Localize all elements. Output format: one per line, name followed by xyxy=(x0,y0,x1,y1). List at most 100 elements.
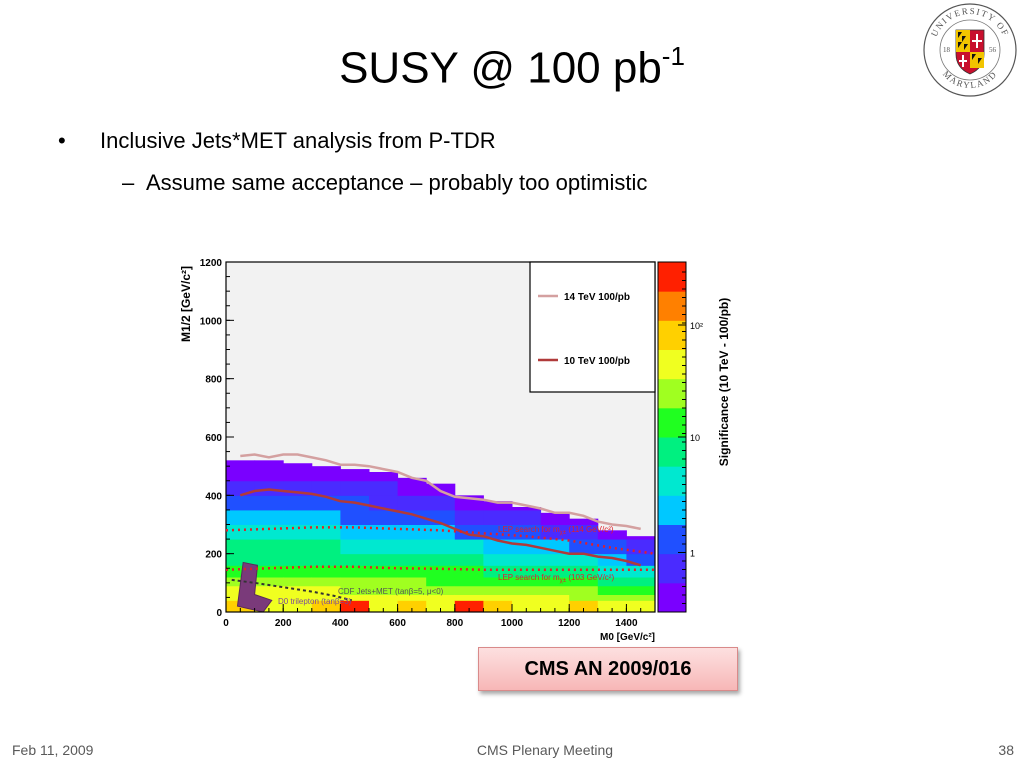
heatmap-cell xyxy=(626,585,656,595)
footer-page-number: 38 xyxy=(998,742,1014,758)
heatmap-cell xyxy=(512,577,542,587)
heatmap-cell xyxy=(426,539,456,555)
heatmap-cell xyxy=(283,539,313,555)
x-axis-label: M0 [GeV/c²] xyxy=(600,632,655,643)
heatmap-cell xyxy=(254,509,284,525)
heatmap-cell xyxy=(397,585,427,595)
x-tick-label: 1400 xyxy=(615,618,638,629)
heatmap-cell xyxy=(311,509,341,525)
heatmap-cell xyxy=(626,577,656,587)
heatmap-cell xyxy=(454,585,484,595)
heatmap-cell xyxy=(254,524,284,540)
heatmap-cell xyxy=(226,495,256,511)
heatmap-cell xyxy=(569,524,599,540)
heatmap-cell xyxy=(512,553,542,566)
heatmap-cell xyxy=(512,600,542,613)
heatmap-cell xyxy=(340,509,370,525)
y-tick-label: 600 xyxy=(205,433,222,444)
heatmap-cell xyxy=(569,539,599,555)
university-seal-logo: UNIVERSITY OF MARYLAND 18 56 xyxy=(923,3,1017,97)
heatmap-cell xyxy=(597,530,627,540)
heatmap-cell xyxy=(226,480,256,496)
y-tick-label: 400 xyxy=(205,491,222,502)
heatmap-cell xyxy=(311,539,341,555)
heatmap-cell xyxy=(369,539,399,555)
annotations: LEP search for mχ± (114 GeV/c²) LEP searc… xyxy=(278,525,614,606)
heatmap-cell xyxy=(340,480,370,496)
heatmap-cell xyxy=(340,577,370,587)
colorbar-segment xyxy=(658,466,686,496)
heatmap-cell xyxy=(626,565,656,578)
heatmap-cell xyxy=(569,565,599,578)
heatmap-cell xyxy=(512,509,542,525)
heatmap-cell xyxy=(626,539,656,555)
heatmap-cell xyxy=(483,565,513,578)
x-tick-label: 1000 xyxy=(501,618,524,629)
heatmap-cell xyxy=(569,585,599,595)
bullet-text: Inclusive Jets*MET analysis from P-TDR xyxy=(100,128,496,153)
significance-heatmap-figure: 0 200 400 600 800 1000 1200 1400 0 200 400 600 800 10… xyxy=(179,258,731,643)
z-tick-label: 10 xyxy=(690,433,700,443)
heatmap-cell xyxy=(597,585,627,595)
footer-date: Feb 11, 2009 xyxy=(12,742,94,758)
cdf-limit-line xyxy=(231,578,353,602)
heatmap-cell xyxy=(254,565,284,578)
heatmap-cell xyxy=(597,594,627,601)
legend: 14 TeV 100/pb 10 TeV 100/pb xyxy=(529,261,656,393)
heatmap-cell xyxy=(454,594,484,601)
annotation-label: LEP search for mχ± (103 GeV/c²) xyxy=(498,573,614,584)
heatmap-cell xyxy=(283,577,313,587)
heatmap-cell xyxy=(311,577,341,587)
heatmap-cell xyxy=(369,509,399,525)
heatmap-cell xyxy=(540,577,570,587)
heatmap-cell xyxy=(512,524,542,540)
colorbar-segment xyxy=(658,495,686,525)
heatmap-cell xyxy=(454,553,484,566)
y-tick-label: 0 xyxy=(216,608,222,619)
colorbar-segment xyxy=(658,349,686,380)
heatmap-cell xyxy=(226,460,256,482)
heatmap-cell xyxy=(226,524,256,540)
reference-label: CMS AN 2009/016 xyxy=(478,647,738,691)
heatmap-cell xyxy=(340,594,370,601)
heatmap-cell xyxy=(226,553,256,566)
colorbar-segment xyxy=(658,262,686,292)
heatmap-cell xyxy=(569,518,599,525)
heatmap-cell xyxy=(397,495,427,511)
heatmap-cell xyxy=(369,524,399,540)
heatmap-cell xyxy=(369,600,399,613)
heatmap-cell xyxy=(397,553,427,566)
heatmap-cell xyxy=(426,495,456,511)
colorbar-segment xyxy=(658,524,686,555)
logo-left-year: 18 xyxy=(943,46,951,54)
heatmap-cell xyxy=(426,600,456,613)
heatmap-cell xyxy=(540,600,570,613)
heatmap-cell xyxy=(397,480,427,496)
x-tick-label: 0 xyxy=(223,618,229,629)
heatmap-cell xyxy=(540,594,570,601)
heatmap-cell xyxy=(454,600,484,613)
contour-lines xyxy=(225,453,656,602)
heatmap-cell xyxy=(483,553,513,566)
heatmap-cell xyxy=(397,577,427,587)
annotation-label: CDF Jets+MET (tanβ=5, μ<0) xyxy=(338,587,444,596)
heatmap-cell xyxy=(311,524,341,540)
heatmap-cell xyxy=(512,539,542,555)
contour-14tev xyxy=(240,453,641,531)
heatmap-cell xyxy=(311,553,341,566)
heatmap-cell xyxy=(569,600,599,613)
colorbar-label: Significance (10 TeV - 100/pb) xyxy=(717,298,731,467)
y-axis-label: M1/2 [GeV/c²] xyxy=(179,266,193,342)
heatmap-cell xyxy=(340,469,370,482)
heatmap-cell xyxy=(311,466,341,482)
colorbar-segment xyxy=(658,437,686,467)
heatmap-cell xyxy=(254,553,284,566)
heatmap-cell xyxy=(311,480,341,496)
x-tick-label: 600 xyxy=(389,618,406,629)
heatmap-cell xyxy=(483,501,513,511)
y-tick-label: 200 xyxy=(205,550,222,561)
heatmap-cell xyxy=(626,594,656,601)
heatmap-cell xyxy=(283,553,313,566)
heatmap-cell xyxy=(597,600,627,613)
heatmap-cell xyxy=(226,539,256,555)
